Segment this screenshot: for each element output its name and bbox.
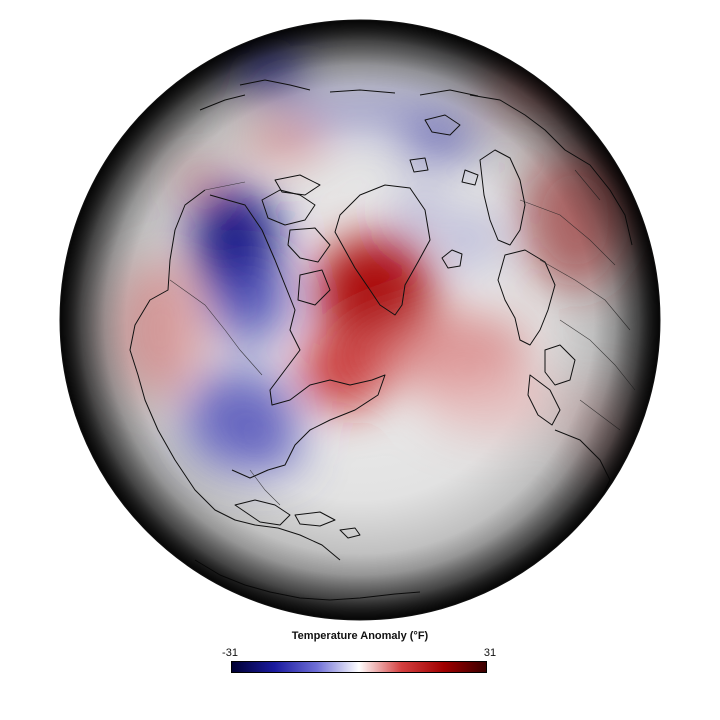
globe-limb-shade xyxy=(60,20,660,620)
legend-colorbar xyxy=(231,661,487,673)
legend-min-label: -31 xyxy=(222,647,238,659)
globe-edge xyxy=(59,19,661,621)
globe-map xyxy=(59,19,661,621)
legend-title: Temperature Anomaly (°F) xyxy=(291,630,429,642)
legend-max-label: 31 xyxy=(483,647,497,659)
